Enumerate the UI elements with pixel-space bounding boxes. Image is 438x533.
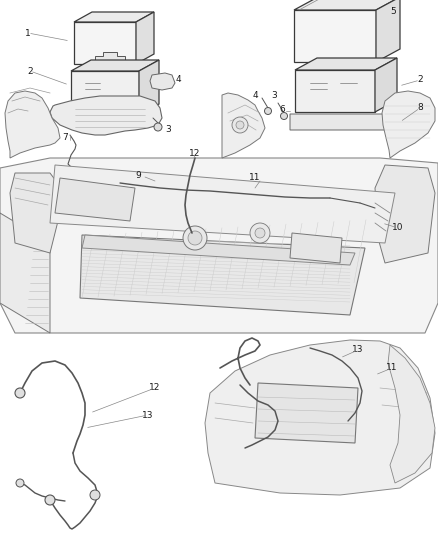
Polygon shape xyxy=(295,70,375,112)
Polygon shape xyxy=(5,91,60,158)
Text: 11: 11 xyxy=(249,174,261,182)
Text: 12: 12 xyxy=(189,149,201,157)
Text: 3: 3 xyxy=(271,91,277,100)
Circle shape xyxy=(183,226,207,250)
Polygon shape xyxy=(50,96,162,135)
Polygon shape xyxy=(0,158,438,333)
Polygon shape xyxy=(139,60,159,115)
Polygon shape xyxy=(375,58,397,112)
Polygon shape xyxy=(290,233,342,263)
Text: 13: 13 xyxy=(352,345,364,354)
Polygon shape xyxy=(95,52,125,64)
Circle shape xyxy=(265,108,272,115)
Polygon shape xyxy=(80,235,365,315)
Circle shape xyxy=(250,223,270,243)
Text: 8: 8 xyxy=(417,103,423,112)
Text: 5: 5 xyxy=(390,6,396,15)
Polygon shape xyxy=(376,0,400,62)
Polygon shape xyxy=(255,383,358,443)
Circle shape xyxy=(67,174,74,182)
Polygon shape xyxy=(55,178,135,221)
Polygon shape xyxy=(82,235,355,265)
Circle shape xyxy=(45,495,55,505)
Circle shape xyxy=(188,231,202,245)
Text: 9: 9 xyxy=(135,171,141,180)
Polygon shape xyxy=(150,73,175,90)
Circle shape xyxy=(90,490,100,500)
Polygon shape xyxy=(10,173,65,253)
Polygon shape xyxy=(136,12,154,64)
Text: 3: 3 xyxy=(165,125,171,133)
Text: 11: 11 xyxy=(386,364,398,373)
Text: 2: 2 xyxy=(417,76,423,85)
Circle shape xyxy=(16,479,24,487)
Polygon shape xyxy=(50,165,395,243)
Text: 6: 6 xyxy=(279,104,285,114)
Text: 1: 1 xyxy=(25,28,31,37)
Polygon shape xyxy=(375,165,435,263)
Text: 4: 4 xyxy=(252,91,258,100)
Text: 7: 7 xyxy=(62,133,68,142)
Polygon shape xyxy=(295,58,397,70)
Circle shape xyxy=(154,123,162,131)
Polygon shape xyxy=(74,22,136,64)
Polygon shape xyxy=(382,91,435,158)
Text: 13: 13 xyxy=(142,410,154,419)
Circle shape xyxy=(15,388,25,398)
Polygon shape xyxy=(294,10,376,62)
Polygon shape xyxy=(71,71,139,115)
Circle shape xyxy=(236,121,244,129)
Text: 12: 12 xyxy=(149,384,161,392)
Polygon shape xyxy=(294,0,400,10)
Polygon shape xyxy=(290,114,402,130)
Text: 10: 10 xyxy=(392,223,404,232)
Text: 4: 4 xyxy=(175,76,181,85)
Circle shape xyxy=(280,112,287,119)
Polygon shape xyxy=(74,12,154,22)
Polygon shape xyxy=(222,93,265,158)
Polygon shape xyxy=(388,345,435,483)
Circle shape xyxy=(232,117,248,133)
Circle shape xyxy=(255,228,265,238)
Polygon shape xyxy=(205,340,435,495)
Polygon shape xyxy=(0,213,50,333)
Polygon shape xyxy=(71,60,159,71)
Text: 2: 2 xyxy=(27,67,33,76)
